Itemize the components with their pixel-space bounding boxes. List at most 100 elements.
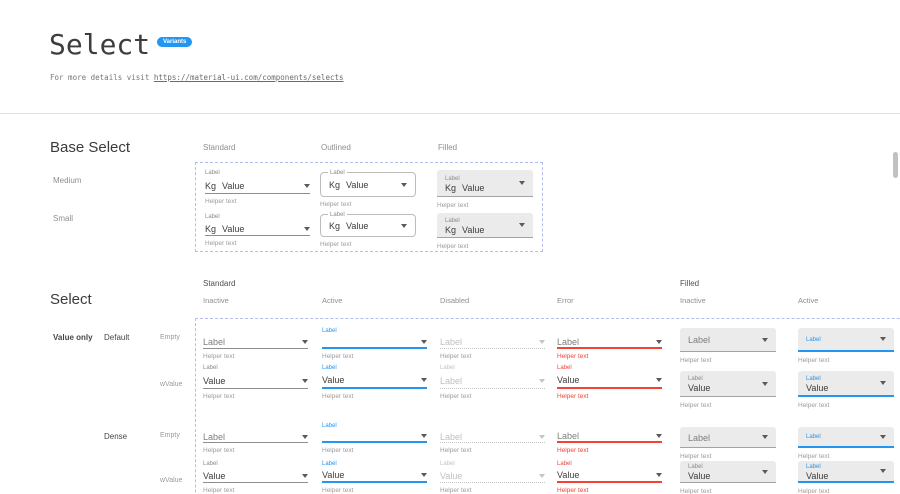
- helper-text: Helper text: [322, 393, 354, 400]
- select-control[interactable]: Label: [798, 328, 894, 352]
- dropdown-arrow-icon: [880, 434, 886, 439]
- select-float-label: Label: [557, 461, 572, 467]
- helper-text: Helper text: [322, 353, 354, 360]
- select-standard-inactive: Label Value Helper text: [203, 363, 308, 400]
- select-section-heading: Select: [50, 291, 92, 308]
- docs-link[interactable]: https://material-ui.com/components/selec…: [153, 73, 344, 82]
- select-control[interactable]: Label: [440, 431, 545, 443]
- base-select-heading: Base Select: [50, 139, 131, 156]
- select-filled-active: Label Value Helper text: [798, 371, 894, 409]
- adornment-text: Kg: [205, 180, 217, 191]
- select-float-label: [557, 421, 662, 431]
- select-control[interactable]: Label Kg Value: [320, 169, 416, 197]
- select-filled-inactive: Label Helper text: [680, 427, 776, 460]
- select-control[interactable]: Label: [680, 328, 776, 352]
- dropdown-arrow-icon: [302, 340, 308, 344]
- helper-text: Helper text: [440, 353, 472, 360]
- select-control[interactable]: Label: [557, 431, 662, 443]
- select-value-row: Kg Value: [445, 183, 525, 193]
- dropdown-arrow-icon: [762, 435, 768, 439]
- helper-text: Helper text: [203, 487, 235, 494]
- select-control[interactable]: Label Value: [680, 371, 776, 397]
- size-label-default: Default: [104, 333, 130, 342]
- select-control[interactable]: Label: [440, 336, 545, 349]
- helper-text: Helper text: [205, 240, 237, 247]
- select-value: Value: [462, 224, 485, 235]
- select-control[interactable]: Label Kg Value: [437, 170, 533, 197]
- select-control[interactable]: Label: [203, 336, 308, 349]
- select-standard-active: Label Helper text: [322, 421, 427, 454]
- select-control[interactable]: Label Value: [798, 371, 894, 397]
- select-control[interactable]: Label: [557, 336, 662, 349]
- state-header-inactive: Inactive: [203, 296, 229, 305]
- select-float-label: [203, 326, 308, 336]
- kind-label: Empty: [160, 432, 180, 439]
- helper-text: Helper text: [680, 402, 712, 409]
- select-value: Label: [440, 337, 463, 347]
- kind-label: Empty: [160, 334, 180, 341]
- vertical-scrollbar-thumb[interactable]: [893, 152, 898, 178]
- select-control[interactable]: Value: [322, 373, 427, 389]
- select-float-label: Label: [440, 365, 455, 371]
- state-header-active: Active: [322, 296, 343, 305]
- helper-text: Helper text: [203, 353, 235, 360]
- select-standard-inactive: Label Helper text: [203, 326, 308, 360]
- select-control[interactable]: Value: [557, 373, 662, 389]
- select-control[interactable]: Label: [203, 431, 308, 443]
- helper-text: Helper text: [557, 393, 589, 400]
- select-float-label: Label: [328, 211, 347, 219]
- select-control[interactable]: Kg Value: [205, 222, 310, 236]
- select-standard-error: Label Value Helper text: [557, 363, 662, 400]
- select-control[interactable]: Value: [557, 469, 662, 483]
- select-float-label: Label: [806, 434, 821, 440]
- select-control[interactable]: Kg Value: [205, 178, 310, 194]
- dropdown-arrow-icon: [304, 226, 310, 231]
- select-filled-inactive: Label Helper text: [680, 328, 776, 364]
- dropdown-arrow-icon: [401, 223, 407, 228]
- base-select-outlined-small: Label Kg Value Helper text: [320, 211, 416, 248]
- column-header-outlined: Outlined: [321, 143, 351, 152]
- select-standard-active: Label Value Helper text: [322, 363, 427, 400]
- select-value: Value: [688, 471, 711, 481]
- select-float-label: Label: [806, 375, 821, 382]
- select-control[interactable]: Label Value: [798, 461, 894, 483]
- select-control[interactable]: Label Kg Value: [437, 213, 533, 238]
- dropdown-arrow-icon: [539, 434, 545, 439]
- base-select-outlined-medium: Label Kg Value Helper text: [320, 169, 416, 208]
- select-value: Label: [688, 432, 711, 443]
- select-control[interactable]: Label: [798, 427, 894, 448]
- select-float-label: Label: [322, 461, 337, 467]
- select-control[interactable]: Label: [680, 427, 776, 448]
- select-standard-active: Label Value Helper text: [322, 459, 427, 494]
- select-control[interactable]: Label Value: [680, 461, 776, 483]
- select-control[interactable]: Value: [203, 373, 308, 389]
- select-control[interactable]: Label Kg Value: [320, 211, 416, 237]
- subtitle-text: For more details visit: [50, 73, 154, 82]
- helper-text: Helper text: [680, 453, 712, 460]
- select-control[interactable]: [322, 336, 427, 349]
- select-value: Value: [688, 383, 711, 393]
- select-value: Label: [440, 375, 463, 386]
- select-control[interactable]: [322, 431, 427, 443]
- helper-text: Helper text: [798, 357, 830, 364]
- state-header-inactive: Inactive: [680, 296, 706, 305]
- select-value: Value: [322, 470, 345, 480]
- helper-text: Helper text: [798, 453, 830, 460]
- select-float-label: Label: [203, 461, 218, 467]
- select-standard-active: Label Helper text: [322, 326, 427, 360]
- select-control[interactable]: Label: [440, 373, 545, 389]
- select-value: Label: [688, 335, 711, 345]
- helper-text: Helper text: [798, 402, 830, 409]
- dropdown-arrow-icon: [302, 434, 308, 439]
- helper-text: Helper text: [320, 241, 352, 248]
- select-control[interactable]: Value: [322, 469, 427, 483]
- select-control[interactable]: Value: [440, 469, 545, 483]
- dropdown-arrow-icon: [421, 434, 427, 438]
- select-value-row: Kg Value: [445, 225, 525, 235]
- select-control[interactable]: Value: [203, 469, 308, 483]
- base-select-filled-small: Label Kg Value Helper text: [437, 213, 533, 250]
- state-header-active: Active: [798, 296, 819, 305]
- helper-text: Helper text: [557, 353, 589, 360]
- select-filled-inactive: Label Value Helper text: [680, 371, 776, 409]
